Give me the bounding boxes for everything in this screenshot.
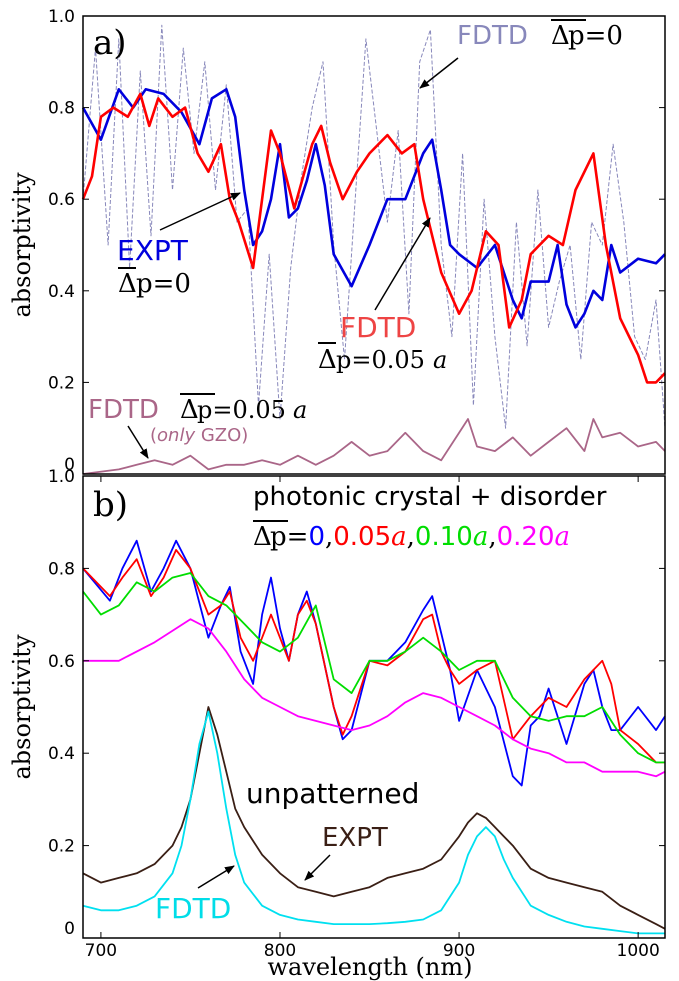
annotation-unpatterned: unpatterned <box>246 777 419 810</box>
annotation-gzo-sub: (only GZO) <box>150 425 248 446</box>
panel-a: 0 0.2 0.4 0.6 0.8 1.0 absorptivity a) FDTD Δ … <box>8 7 666 475</box>
ytick-label: 0.8 <box>48 99 75 119</box>
xtick-label: 900 <box>443 941 475 961</box>
annotation-gzo-sub-a: ( <box>150 425 157 446</box>
ytick-label: 0.6 <box>48 652 75 672</box>
xtick-label: 700 <box>85 941 117 961</box>
panel-b-series-line-1 <box>82 549 665 764</box>
panel-a-frame <box>82 15 666 475</box>
panel-b-xticks: 700 800 900 1000 <box>85 476 660 961</box>
annotation-fdtd-disorder-delta: Δ <box>318 345 337 375</box>
legend-sep: , <box>325 522 333 552</box>
panel-a-series-line-2 <box>81 92 666 384</box>
ytick-label: 0.4 <box>48 282 75 302</box>
arrow-expt-b <box>304 854 331 881</box>
annotation-gzo-delta: Δ <box>180 395 199 425</box>
legend-sep: , <box>488 522 496 552</box>
ytick-label: 1.0 <box>48 467 75 487</box>
annotation-fdtd-disorder-name: FDTD <box>340 311 416 344</box>
panel-b-series-line-0 <box>82 539 666 787</box>
annotation-gzo-sub-c: GZO) <box>195 425 248 446</box>
panel-b-ylabel: absorptivity <box>8 634 36 779</box>
disorder-legend-prefix: p= <box>270 522 308 552</box>
panel-b-title: photonic crystal + disorder <box>253 482 607 512</box>
ytick-label: 1.0 <box>48 7 75 27</box>
annotation-expt-b: EXPT <box>322 823 388 853</box>
panel-a-series <box>81 24 666 475</box>
annotation-fdtd-ordered-name: FDTD <box>457 21 528 51</box>
panel-a-yticks: 0 0.2 0.4 0.6 0.8 1.0 <box>48 7 665 475</box>
disorder-legend-italic-3: a <box>554 522 570 552</box>
annotation-expt-a-expr: p=0 <box>136 269 191 299</box>
panel-a-ylabel: absorptivity <box>8 172 36 317</box>
ytick-label: 0.4 <box>48 744 75 764</box>
annotation-fdtd-disorder: FDTD Δ p=0.05 a <box>318 217 447 375</box>
disorder-legend-italic-1: a <box>391 522 407 552</box>
disorder-legend-value-1: 0.05 <box>333 522 391 552</box>
disorder-legend-value-2: 0.10 <box>415 522 473 552</box>
ytick-label: 0.2 <box>48 837 75 857</box>
ytick-label: 0.8 <box>48 559 75 579</box>
panel-b-series <box>82 539 666 935</box>
annotation-expt-a-delta: Δ <box>118 269 137 299</box>
annotation-fdtd-ordered: FDTD Δ p=0 <box>419 19 623 89</box>
arrow-fdtd-b <box>197 865 235 889</box>
arrow-gzo <box>127 425 149 459</box>
panel-b-series-line-2 <box>82 572 665 764</box>
ytick-label: 0 <box>64 455 75 475</box>
annotation-fdtd-ordered-expr: p=0 <box>568 21 623 51</box>
panel-b-yticks: 0 0.2 0.4 0.6 0.8 1.0 <box>48 467 665 939</box>
panel-b-series-line-5 <box>82 710 665 935</box>
arrow-expt-a <box>159 192 241 231</box>
panel-b-label: b) <box>93 485 128 525</box>
panel-a-series-line-1 <box>81 88 666 329</box>
xtick-label: 1000 <box>617 941 660 961</box>
annotation-gzo: FDTD Δ p=0.05 a (only GZO) <box>88 393 307 459</box>
annotation-expt-a: EXPT Δ p=0 <box>117 192 241 299</box>
panel-b-xlabel: wavelength (nm) <box>268 953 473 981</box>
disorder-legend-value-3: 0.20 <box>497 522 555 552</box>
panel-b-series-line-3 <box>83 618 666 778</box>
ytick-label: 0.2 <box>48 373 75 393</box>
panel-b-series-line-4 <box>82 706 666 930</box>
panel-a-series-line-3 <box>82 418 666 475</box>
annotation-gzo-italic: a <box>293 396 307 424</box>
ytick-label: 0.6 <box>48 190 75 210</box>
annotation-fdtd-disorder-expr: p=0.05 <box>336 346 425 374</box>
disorder-legend: Δ p=0,0.05a,0.10a,0.20a <box>253 520 570 552</box>
annotation-gzo-sub-b: only <box>157 425 195 446</box>
xtick-label: 800 <box>264 941 296 961</box>
annotation-gzo-name: FDTD <box>88 395 159 425</box>
arrow-fdtd-ordered <box>419 57 459 89</box>
annotation-fdtd-disorder-italic: a <box>433 346 447 374</box>
annotation-fdtd-ordered-delta: Δ <box>551 21 570 51</box>
annotation-expt-a-name: EXPT <box>117 234 189 267</box>
panel-a-series-line-0 <box>82 24 666 429</box>
annotation-gzo-expr: p=0.05 <box>197 396 286 424</box>
disorder-legend-line: p=0,0.05a,0.10a,0.20a <box>270 522 570 552</box>
annotation-fdtd-b: FDTD <box>155 892 231 925</box>
panel-b-frame <box>82 475 666 939</box>
disorder-legend-value-0: 0 <box>308 522 325 552</box>
ytick-label: 0 <box>64 919 75 939</box>
arrow-fdtd-disorder <box>374 217 431 311</box>
panel-a-label: a) <box>93 23 127 63</box>
disorder-legend-italic-2: a <box>473 522 489 552</box>
disorder-legend-delta: Δ <box>253 522 272 552</box>
panel-b: 0 0.2 0.4 0.6 0.8 1.0 700 800 900 1000 absorptiv… <box>8 467 666 981</box>
legend-sep: , <box>407 522 415 552</box>
